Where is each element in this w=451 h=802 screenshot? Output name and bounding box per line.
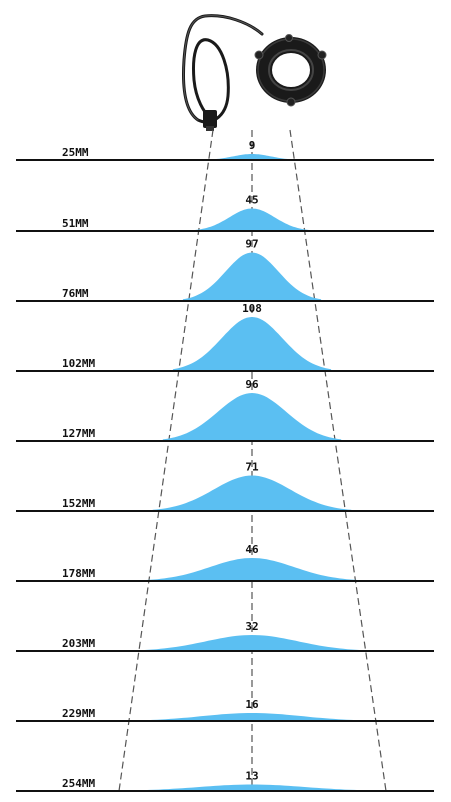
beam-profile-127mm — [162, 393, 342, 441]
distance-label: 25MM — [62, 146, 89, 159]
beam-edge-left-line — [118, 129, 214, 792]
beam-profile-254mm — [112, 784, 392, 791]
illuminance-value-label: 71 — [245, 461, 259, 474]
beam-profile-76mm — [182, 252, 322, 301]
illuminance-value-label: 9 — [249, 139, 256, 152]
illuminance-value-label: 16 — [245, 698, 259, 711]
illuminance-value-label: 45 — [245, 194, 258, 207]
distance-label: 178MM — [62, 567, 95, 580]
beam-guide-lines — [118, 129, 387, 792]
beam-profile-25mm — [203, 154, 301, 160]
distance-label: 203MM — [62, 637, 95, 650]
cable-icon — [182, 14, 264, 124]
distance-label: 229MM — [62, 707, 95, 720]
beam-profile-152mm — [152, 475, 352, 511]
ring-light-icon — [182, 14, 327, 131]
illuminance-value-label: 108 — [242, 302, 262, 315]
beam-edge-right-line — [289, 129, 387, 792]
illuminance-value-label: 96 — [245, 378, 259, 391]
distance-label: 102MM — [62, 357, 95, 370]
distance-label: 254MM — [62, 777, 95, 790]
distance-label: 127MM — [62, 427, 95, 440]
connector-plug-icon — [203, 110, 217, 128]
beam-profile-51mm — [193, 208, 311, 231]
beam-profile-203mm — [132, 635, 372, 651]
illuminance-value-label: 46 — [245, 543, 259, 556]
beam-profile-229mm — [122, 713, 382, 721]
distance-label: 51MM — [62, 217, 89, 230]
beam-profile-178mm — [142, 558, 362, 581]
distance-label: 76MM — [62, 287, 89, 300]
illuminance-value-label: 13 — [245, 770, 258, 783]
illuminance-value-label: 97 — [245, 238, 258, 251]
illuminance-value-label: 32 — [245, 620, 258, 633]
distance-label: 152MM — [62, 497, 95, 510]
distribution-rows: 25MM 9 51MM 45 76MM 97 102MM 108 127MM 96 152MM 71 1… — [16, 139, 434, 792]
beam-profile-102mm — [172, 317, 332, 371]
